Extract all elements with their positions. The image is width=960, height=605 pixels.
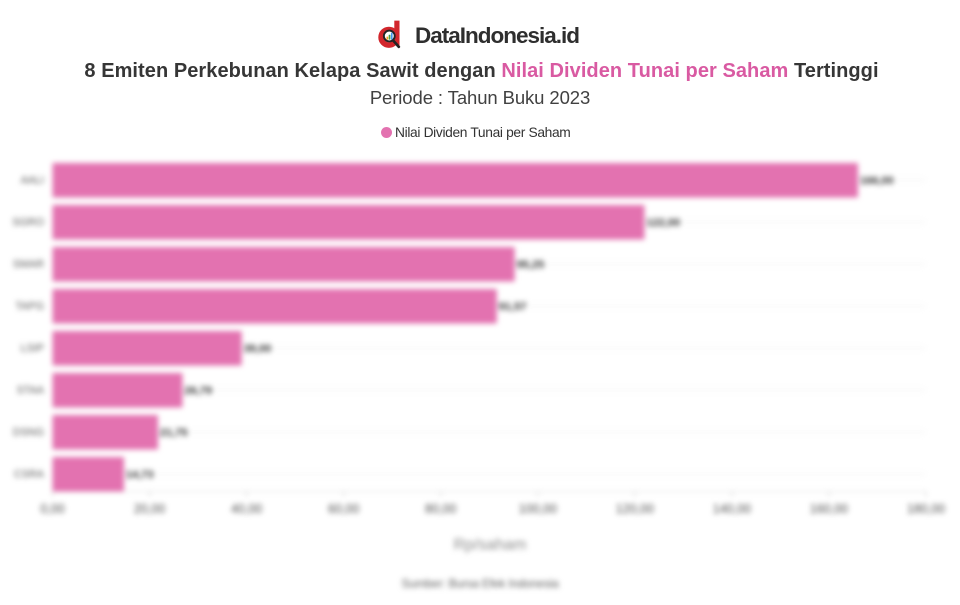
svg-text:TAPG: TAPG xyxy=(15,301,44,313)
svg-text:40,00: 40,00 xyxy=(231,502,262,516)
svg-text:DSNG: DSNG xyxy=(13,427,44,439)
svg-text:180,00: 180,00 xyxy=(907,502,945,516)
svg-text:21,75: 21,75 xyxy=(160,427,188,439)
svg-text:122,00: 122,00 xyxy=(647,217,681,229)
svg-text:LSIP: LSIP xyxy=(21,343,44,355)
svg-text:Sumber: Bursa Efek Indonesia: Sumber: Bursa Efek Indonesia xyxy=(401,577,559,591)
svg-text:120,00: 120,00 xyxy=(616,502,654,516)
svg-text:160,00: 160,00 xyxy=(810,502,848,516)
svg-text:Rp/saham: Rp/saham xyxy=(454,537,527,554)
svg-text:SGRO: SGRO xyxy=(12,217,44,229)
svg-text:SMAR: SMAR xyxy=(13,259,44,271)
svg-text:20,00: 20,00 xyxy=(134,502,165,516)
svg-text:95,25: 95,25 xyxy=(517,259,545,271)
svg-text:0,00: 0,00 xyxy=(40,502,64,516)
svg-text:39,00: 39,00 xyxy=(244,343,272,355)
svg-text:166,00: 166,00 xyxy=(860,175,894,187)
svg-text:CSRA: CSRA xyxy=(14,469,45,481)
svg-text:26,79: 26,79 xyxy=(185,385,213,397)
svg-text:AALI: AALI xyxy=(21,175,44,187)
svg-text:91,57: 91,57 xyxy=(499,301,527,313)
svg-text:14,73: 14,73 xyxy=(126,469,154,481)
svg-text:80,00: 80,00 xyxy=(425,502,456,516)
svg-text:100,00: 100,00 xyxy=(519,502,557,516)
svg-text:STAA: STAA xyxy=(17,385,45,397)
svg-text:140,00: 140,00 xyxy=(713,502,751,516)
svg-text:60,00: 60,00 xyxy=(328,502,359,516)
